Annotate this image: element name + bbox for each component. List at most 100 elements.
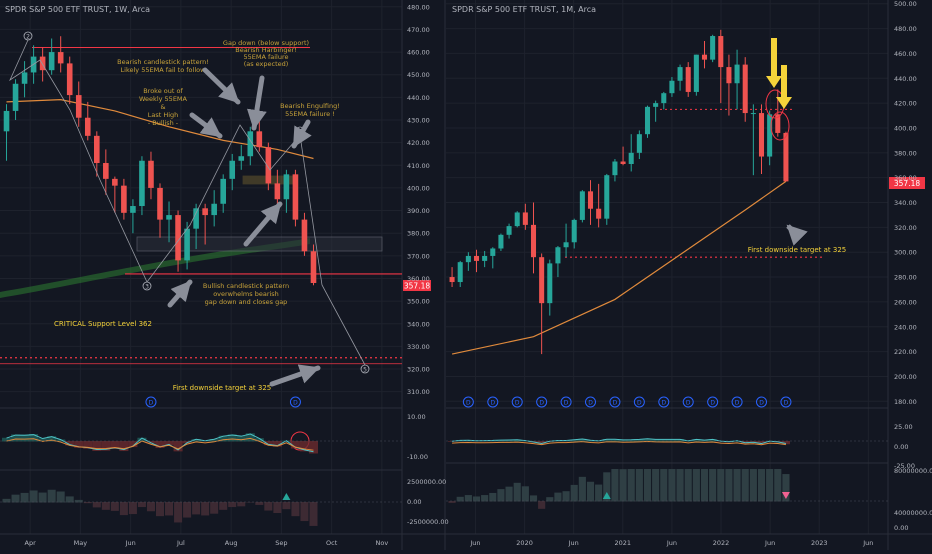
candle-body[interactable] xyxy=(579,191,585,220)
signal-up-triangle[interactable] xyxy=(282,493,291,500)
yellow-arrow-1[interactable] xyxy=(766,38,782,88)
candle-body[interactable] xyxy=(596,208,602,219)
candle-body[interactable] xyxy=(265,147,272,184)
candle-body[interactable] xyxy=(563,242,569,248)
earnings-event-marker[interactable] xyxy=(682,396,694,408)
candle-body[interactable] xyxy=(166,215,172,220)
candle-body[interactable] xyxy=(121,185,127,213)
signal-down-triangle[interactable] xyxy=(781,492,790,499)
candle-body[interactable] xyxy=(148,160,154,188)
candle-body[interactable] xyxy=(66,63,73,96)
candle-body[interactable] xyxy=(539,257,545,304)
candle-body[interactable] xyxy=(292,174,299,220)
earnings-event-marker[interactable] xyxy=(536,396,548,408)
earnings-event-marker[interactable] xyxy=(780,396,792,408)
candle-body[interactable] xyxy=(530,224,537,258)
candle-body[interactable] xyxy=(256,131,263,148)
candle-body[interactable] xyxy=(742,64,748,114)
candle-body[interactable] xyxy=(238,156,245,161)
earnings-event-marker[interactable] xyxy=(487,396,499,408)
candle-body[interactable] xyxy=(465,255,471,263)
candle-body[interactable] xyxy=(48,52,55,71)
candle-body[interactable] xyxy=(103,163,109,179)
candle-body[interactable] xyxy=(514,212,520,227)
candle-body[interactable] xyxy=(457,262,463,283)
arrow-engulfing[interactable] xyxy=(291,119,312,149)
candle-body[interactable] xyxy=(612,161,618,176)
candle-body[interactable] xyxy=(39,56,46,71)
left-support-box[interactable] xyxy=(136,236,383,252)
candle-body[interactable] xyxy=(685,67,691,92)
candle-body[interactable] xyxy=(274,183,281,200)
earnings-event-marker[interactable] xyxy=(609,396,621,408)
earnings-event-marker[interactable] xyxy=(731,396,743,408)
arrow-gap-down[interactable] xyxy=(246,75,267,131)
earnings-event-marker[interactable] xyxy=(511,396,523,408)
candle-body[interactable] xyxy=(726,67,732,84)
candle-body[interactable] xyxy=(604,175,610,219)
candle-body[interactable] xyxy=(184,228,190,261)
candle-body[interactable] xyxy=(661,93,667,104)
candle-body[interactable] xyxy=(157,187,163,220)
arrow-downside-left[interactable] xyxy=(269,364,321,387)
earnings-event-marker[interactable] xyxy=(658,396,670,408)
candle-body[interactable] xyxy=(750,113,756,115)
earnings-event-marker[interactable] xyxy=(462,396,474,408)
candle-body[interactable] xyxy=(130,206,136,213)
arrow-downside-right[interactable] xyxy=(786,224,808,246)
candle-body[interactable] xyxy=(587,191,594,209)
left-wave-path[interactable] xyxy=(9,39,366,366)
candle-body[interactable] xyxy=(718,36,724,68)
candle-body[interactable] xyxy=(247,131,254,157)
candle-body[interactable] xyxy=(482,255,488,261)
candle-body[interactable] xyxy=(490,248,496,256)
candle-body[interactable] xyxy=(301,219,308,252)
candle-body[interactable] xyxy=(3,110,10,132)
candle-body[interactable] xyxy=(653,103,659,107)
earnings-event-marker[interactable] xyxy=(707,396,719,408)
candle-body[interactable] xyxy=(547,263,553,304)
candle-body[interactable] xyxy=(310,251,317,284)
candle-body[interactable] xyxy=(522,212,528,225)
candle-body[interactable] xyxy=(620,161,626,164)
earnings-event-marker[interactable] xyxy=(289,396,301,408)
candle-body[interactable] xyxy=(211,203,217,216)
candle-body[interactable] xyxy=(449,277,455,283)
candle-body[interactable] xyxy=(710,36,716,60)
candle-body[interactable] xyxy=(628,152,634,164)
candle-body[interactable] xyxy=(473,255,480,261)
candle-body[interactable] xyxy=(767,114,773,157)
earnings-event-marker[interactable] xyxy=(145,396,157,408)
earnings-event-marker[interactable] xyxy=(560,396,572,408)
candle-body[interactable] xyxy=(644,106,651,135)
candle-body[interactable] xyxy=(498,234,504,249)
candle-body[interactable] xyxy=(758,113,765,157)
candle-body[interactable] xyxy=(693,54,699,92)
candle-body[interactable] xyxy=(555,247,561,264)
candle-body[interactable] xyxy=(94,135,100,164)
candle-body[interactable] xyxy=(734,64,740,84)
candle-body[interactable] xyxy=(669,80,675,94)
candle-body[interactable] xyxy=(21,72,28,84)
arrow-support[interactable] xyxy=(167,279,193,308)
candle-body[interactable] xyxy=(677,67,683,81)
candle-body[interactable] xyxy=(84,117,91,136)
arrow-bullish-pattern[interactable] xyxy=(243,201,283,247)
candle-body[interactable] xyxy=(229,160,236,179)
yellow-arrow-2[interactable] xyxy=(776,65,792,109)
candle-body[interactable] xyxy=(112,178,118,186)
arrow-bearish-candle[interactable] xyxy=(202,67,241,105)
candle-body[interactable] xyxy=(701,54,708,60)
candle-body[interactable] xyxy=(75,95,82,118)
candle-body[interactable] xyxy=(139,160,145,207)
candle-body[interactable] xyxy=(175,215,181,261)
candle-body[interactable] xyxy=(571,219,577,243)
arrow-broke-out[interactable] xyxy=(189,112,223,139)
candle-body[interactable] xyxy=(202,208,208,216)
earnings-event-marker[interactable] xyxy=(756,396,767,408)
candle-body[interactable] xyxy=(636,134,642,153)
candle-body[interactable] xyxy=(283,174,290,200)
candle-body[interactable] xyxy=(12,83,19,111)
candle-body[interactable] xyxy=(220,178,226,204)
earnings-event-marker[interactable] xyxy=(633,396,645,408)
